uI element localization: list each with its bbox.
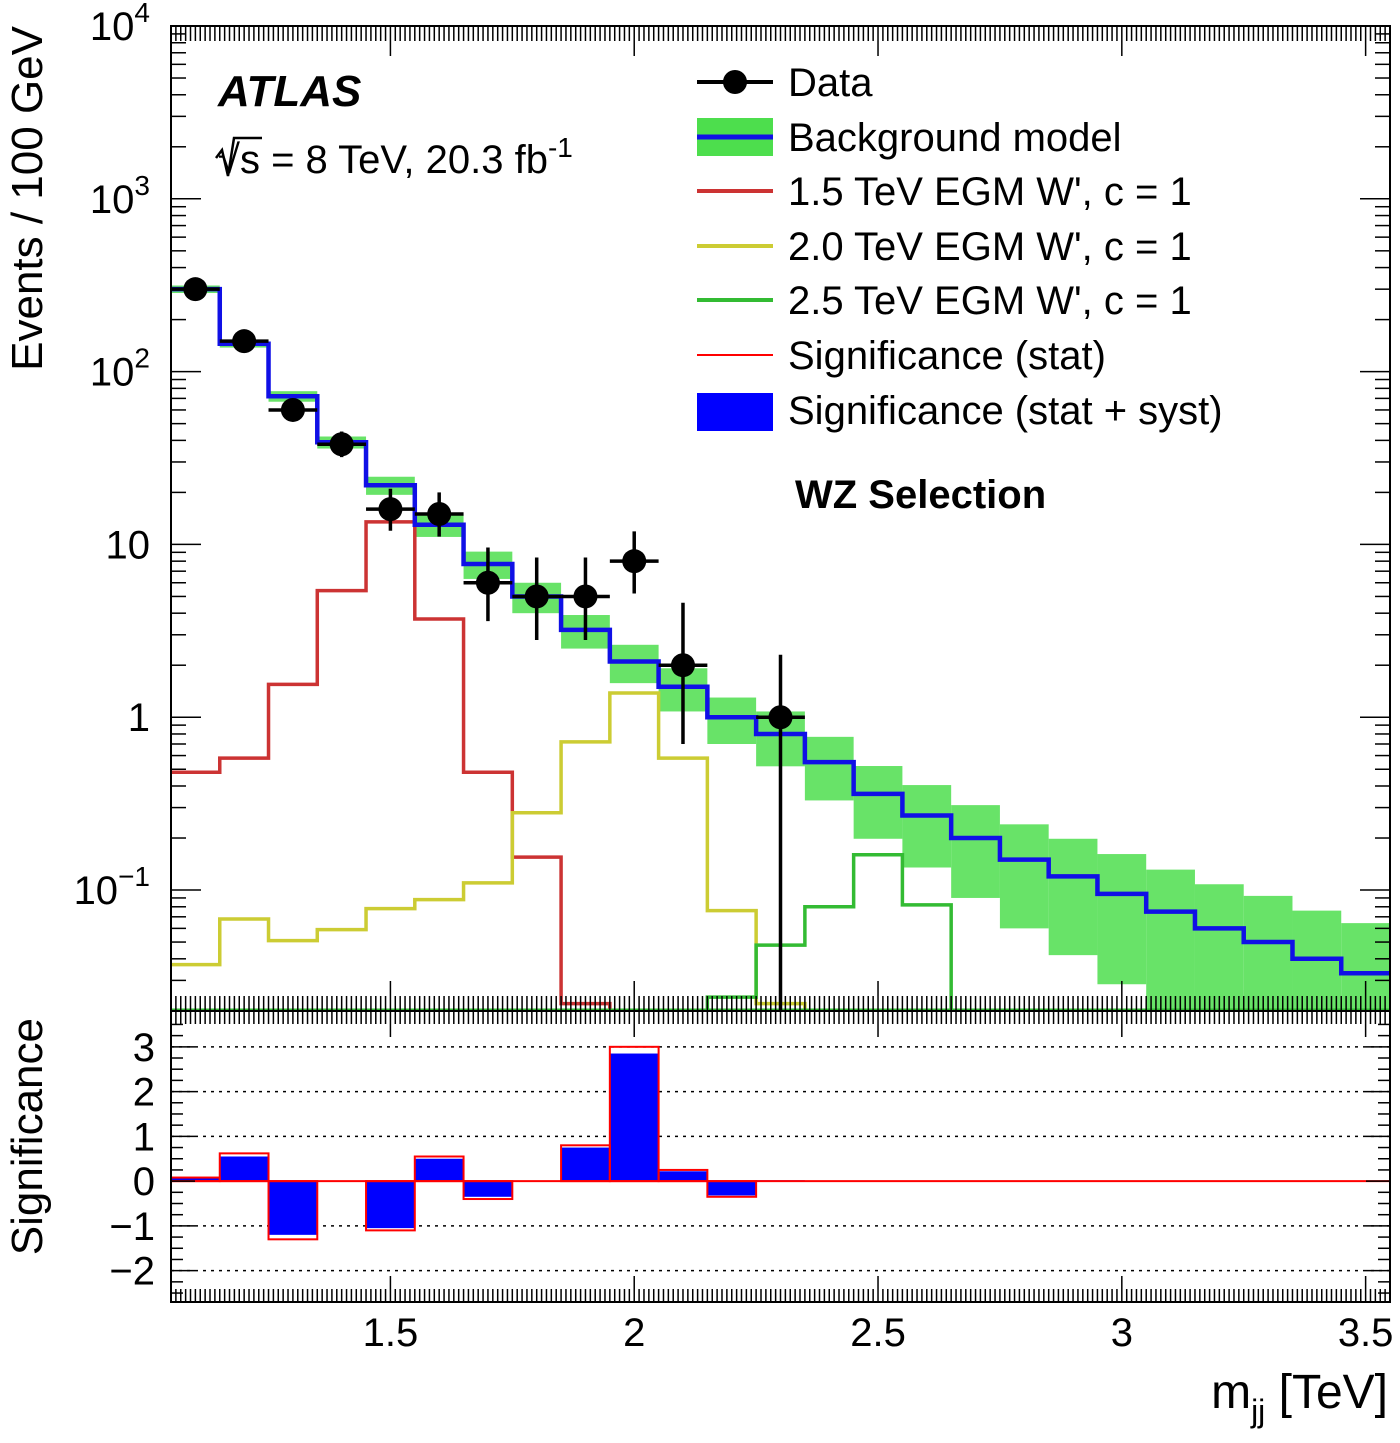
bkg-band-bin-24	[1341, 923, 1390, 1011]
lower-y-axis-title: Significance	[3, 1018, 52, 1255]
legend-label-background: Background model	[788, 116, 1122, 160]
bkg-band-bin-15	[902, 785, 952, 868]
legend-label-signal-2p5: 2.5 TeV EGM W', c = 1	[788, 279, 1192, 323]
legend-label-data: Data	[788, 61, 873, 105]
signal-2p0-histogram	[171, 691, 856, 1011]
y-tick-label-5: 10−1	[74, 861, 150, 913]
legend-label-signal-2p0: 2.0 TeV EGM W', c = 1	[788, 225, 1192, 269]
sig-syst-bar-4	[366, 1181, 415, 1229]
sig-syst-bar-5	[414, 1158, 464, 1182]
experiment-label: ATLAS	[217, 67, 361, 116]
bkg-band-bin-16	[951, 805, 1000, 898]
sig-tick-label-3: 0	[133, 1160, 155, 1204]
lower-frame	[170, 1010, 1391, 1303]
energy-label-text: √s = 8 TeV, 20.3 fb	[218, 138, 548, 182]
x-tick-label-1: 2	[623, 1311, 645, 1355]
legend-label-sig-syst: Significance (stat + syst)	[788, 389, 1223, 433]
x-tick-label-2: 2.5	[850, 1311, 906, 1355]
x-axis-title-sub: jj	[1250, 1393, 1265, 1429]
upper-plot	[171, 277, 1390, 1011]
data-point-4	[378, 497, 403, 522]
energy-label: √s = 8 TeV, 20.3 fb-1	[218, 132, 573, 182]
y-tick-label-0: 104	[90, 0, 150, 49]
axes	[170, 25, 1391, 1303]
data-point-0	[183, 277, 208, 302]
x-tick-label-0: 1.5	[363, 1311, 419, 1355]
sig-tick-label-2: 1	[133, 1115, 155, 1159]
bkg-band-bin-14	[853, 766, 903, 839]
data-point-2	[280, 397, 305, 422]
data-point-7	[524, 584, 549, 609]
legend-sig-syst-box	[697, 393, 773, 431]
y-tick-label-4: 1	[128, 696, 150, 740]
bkg-band-bin-20	[1146, 869, 1195, 1011]
legend-data-marker	[723, 70, 747, 94]
data-point-3	[329, 432, 354, 457]
bkg-band-bin-21	[1194, 884, 1244, 1011]
data-point-11	[768, 705, 793, 730]
y-tick-label-1: 103	[90, 170, 150, 222]
legend-item-signal-2p0: 2.0 TeV EGM W', c = 1	[697, 225, 1192, 269]
sig-syst-bar-6	[463, 1181, 513, 1197]
y-tick-label-2: 102	[90, 343, 150, 395]
sig-syst-bar-11	[707, 1181, 757, 1196]
sig-syst-bar-8	[561, 1147, 610, 1182]
sig-tick-label-4: −1	[109, 1205, 155, 1249]
sig-tick-label-1: 2	[133, 1071, 155, 1115]
data-point-10	[670, 653, 695, 678]
legend-item-sig-syst: Significance (stat + syst)	[697, 389, 1223, 433]
legend-label-signal-1p5: 1.5 TeV EGM W', c = 1	[788, 170, 1192, 214]
legend: Data Background model 1.5 TeV EGM W', c …	[697, 61, 1223, 433]
upper-y-axis-title: Events / 100 GeV	[3, 25, 52, 371]
legend-item-signal-2p5: 2.5 TeV EGM W', c = 1	[697, 279, 1192, 323]
x-tick-label-3: 3	[1111, 1311, 1133, 1355]
data-point-1	[232, 329, 257, 354]
sig-syst-bar-2	[268, 1181, 318, 1235]
sig-syst-bar-10	[658, 1171, 708, 1182]
bkg-band-bin-18	[1048, 838, 1098, 956]
bkg-band-bin-13	[804, 736, 854, 801]
legend-label-sig-stat: Significance (stat)	[788, 334, 1106, 378]
sig-tick-label-5: −2	[109, 1250, 155, 1294]
sig-syst-bar-1	[219, 1156, 269, 1182]
sig-syst-bar-0	[171, 1178, 220, 1182]
sig-syst-bar-9	[609, 1053, 659, 1182]
y-tick-label-3: 10	[106, 523, 151, 567]
bkg-band-bin-11	[707, 697, 757, 744]
data-point-9	[622, 549, 647, 574]
data-point-8	[573, 584, 598, 609]
signal-2p5-histogram	[705, 853, 1002, 1011]
bkg-band-bin-9	[609, 644, 659, 684]
energy-label-sup: -1	[548, 132, 573, 163]
bkg-band-bin-22	[1243, 895, 1293, 1011]
legend-item-signal-1p5: 1.5 TeV EGM W', c = 1	[697, 170, 1192, 214]
sqrt-symbol	[215, 136, 262, 177]
lower-plot	[171, 1045, 1390, 1272]
sig-tick-label-0: 3	[133, 1026, 155, 1070]
legend-item-sig-stat: Significance (stat)	[697, 334, 1106, 378]
x-axis-title-main: m	[1211, 1366, 1251, 1419]
data-point-6	[475, 570, 500, 595]
x-axis-title: mjj [TeV]	[1211, 1366, 1388, 1429]
selection-label: WZ Selection	[795, 473, 1046, 517]
data-point-5	[427, 501, 452, 526]
legend-item-background: Background model	[697, 116, 1122, 160]
x-tick-label-4: 3.5	[1338, 1311, 1394, 1355]
x-axis-title-unit: [TeV]	[1265, 1366, 1388, 1419]
bkg-band-bin-17	[999, 824, 1049, 929]
bkg-band-bin-19	[1097, 854, 1147, 985]
legend-item-data: Data	[697, 61, 873, 105]
